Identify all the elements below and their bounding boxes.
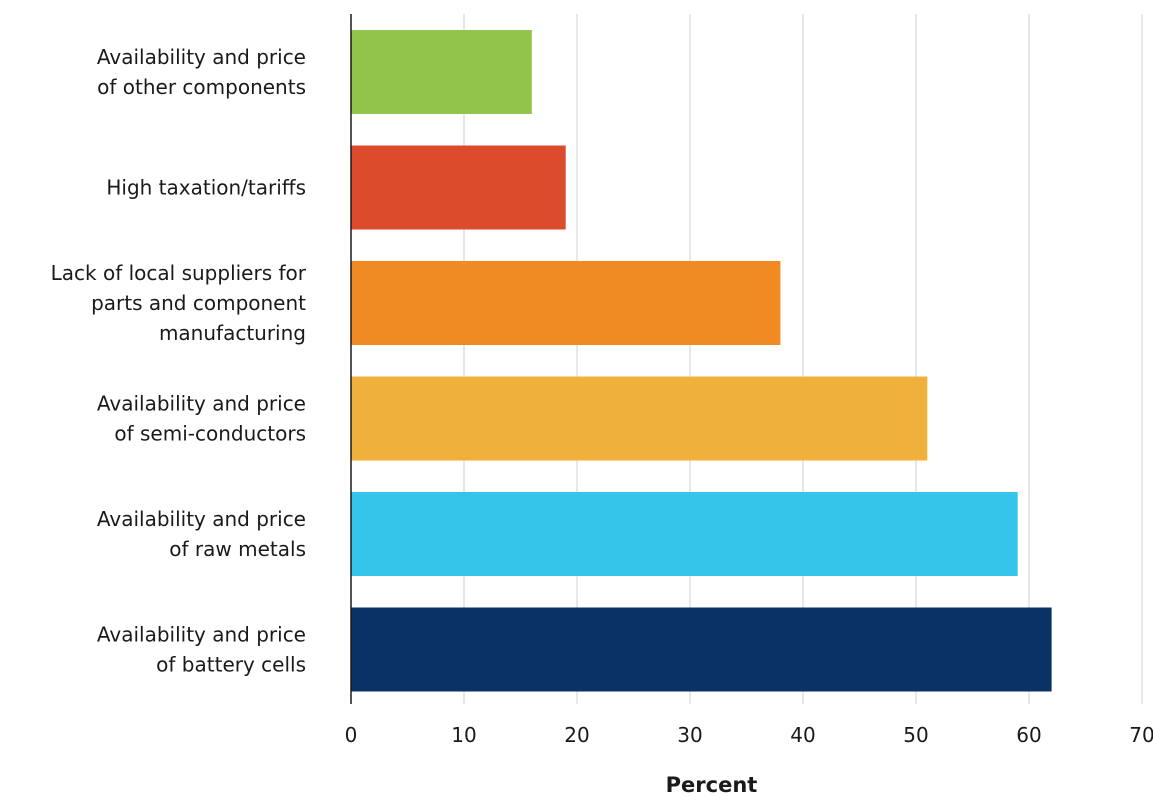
x-tick-label-7: 70 bbox=[1129, 723, 1153, 747]
gridlines bbox=[463, 14, 1143, 704]
bar-2 bbox=[351, 261, 781, 345]
bar-0 bbox=[351, 30, 532, 114]
category-labels: Availability and price of other component… bbox=[51, 45, 307, 677]
category-label-1: High taxation/tariffs bbox=[106, 176, 306, 200]
x-tick-label-5: 50 bbox=[903, 723, 928, 747]
bar-3 bbox=[351, 376, 928, 461]
bars bbox=[351, 30, 1052, 692]
category-label-3: Availability and price of semi-conductors bbox=[97, 392, 306, 446]
category-label-line: parts and component bbox=[91, 291, 306, 315]
x-tick-labels: 0 10 20 30 40 50 60 70 bbox=[345, 723, 1153, 747]
x-tick-label-4: 40 bbox=[790, 723, 815, 747]
x-tick-label-3: 30 bbox=[677, 723, 702, 747]
category-label-line: Availability and price bbox=[97, 392, 306, 416]
category-label-line: of battery cells bbox=[156, 653, 306, 677]
category-label-line: manufacturing bbox=[159, 321, 306, 345]
category-label-line: of semi-conductors bbox=[114, 422, 306, 446]
category-label-line: of other components bbox=[97, 75, 306, 99]
bar-4 bbox=[351, 492, 1018, 576]
x-axis-title: Percent bbox=[666, 773, 758, 797]
x-tick-label-1: 10 bbox=[451, 723, 476, 747]
category-label-line: Availability and price bbox=[97, 507, 306, 531]
bar-1 bbox=[351, 145, 566, 230]
category-label-line: Availability and price bbox=[97, 45, 306, 69]
x-tick-label-6: 60 bbox=[1016, 723, 1041, 747]
category-label-2: Lack of local suppliers for parts and com… bbox=[51, 261, 307, 345]
x-tick-label-2: 20 bbox=[564, 723, 589, 747]
category-label-line: of raw metals bbox=[169, 537, 306, 561]
category-label-0: Availability and price of other component… bbox=[97, 45, 306, 99]
category-label-line: Lack of local suppliers for bbox=[51, 261, 307, 285]
category-label-4: Availability and price of raw metals bbox=[97, 507, 306, 561]
category-label-line: Availability and price bbox=[97, 623, 306, 647]
x-tick-label-0: 0 bbox=[345, 723, 358, 747]
category-label-5: Availability and price of battery cells bbox=[97, 623, 306, 677]
bar-5 bbox=[351, 607, 1052, 692]
category-label-line: High taxation/tariffs bbox=[106, 176, 306, 200]
